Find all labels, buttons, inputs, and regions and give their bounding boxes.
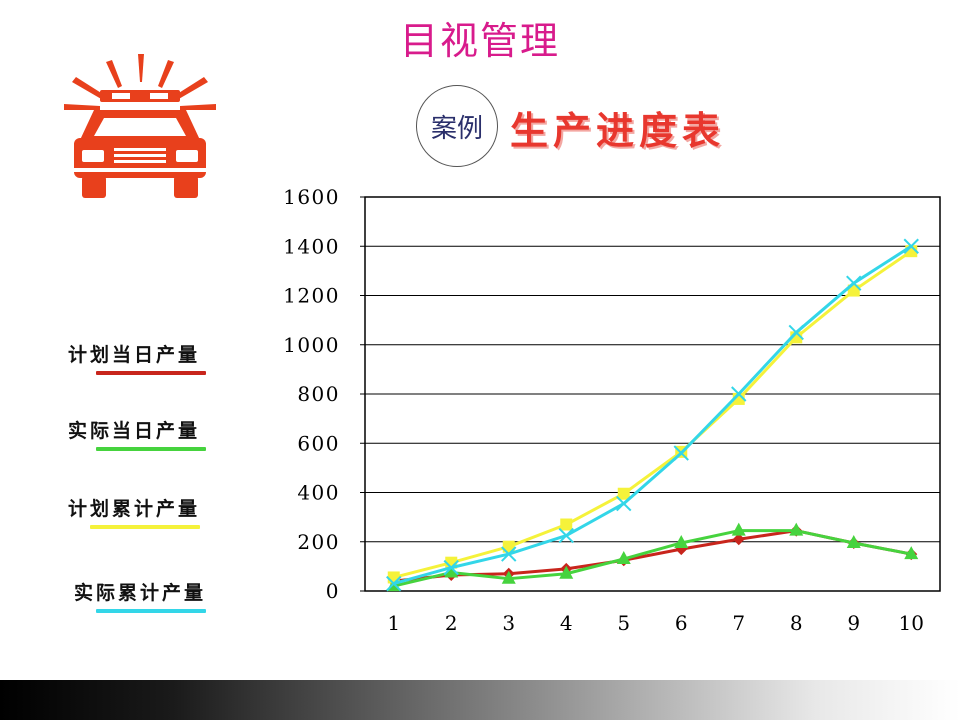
production-chart: 0 200 400 600 800 1000 1200 1400 1600 1 2 3 4 5 6 7 8 9 10 (283, 185, 941, 635)
data-point (617, 487, 630, 500)
case-badge: 案例 (416, 85, 498, 167)
data-point (558, 527, 574, 544)
x-tick-label: 7 (732, 611, 745, 635)
y-tick-label: 400 (297, 481, 340, 505)
x-tick-label: 4 (560, 611, 573, 635)
x-tick-label: 10 (899, 611, 924, 635)
data-point (501, 546, 517, 562)
series-line (393, 249, 913, 579)
data-point (788, 324, 804, 341)
y-tick-label: 1600 (283, 185, 340, 209)
y-tick-label: 1400 (283, 234, 340, 258)
data-point (903, 238, 919, 254)
legend-swatch (90, 525, 200, 529)
series-line (393, 244, 913, 586)
data-point (846, 534, 861, 548)
x-tick-label: 9 (847, 611, 860, 635)
legend-swatch (96, 371, 206, 375)
legend-label: 计划累计产量 (68, 498, 201, 520)
data-point (731, 386, 747, 402)
data-point (501, 570, 516, 584)
data-point (732, 533, 745, 546)
legend-item-plan-daily: 计划当日产量 (68, 340, 206, 375)
data-point (386, 575, 402, 592)
data-point (846, 275, 862, 291)
legend-label: 计划当日产量 (68, 344, 201, 366)
legend-item-actual-cumulative: 实际累计产量 (74, 578, 206, 613)
legend-label: 实际当日产量 (68, 420, 201, 442)
y-tick-label: 600 (297, 431, 340, 455)
legend-item-plan-cumulative: 计划累计产量 (68, 494, 200, 529)
data-point (674, 534, 689, 548)
y-tick-label: 1200 (283, 284, 340, 308)
data-point (616, 550, 631, 564)
data-point (905, 245, 918, 258)
x-tick-label: 5 (617, 611, 630, 635)
data-point (443, 559, 459, 576)
x-tick-label: 2 (445, 611, 458, 635)
series-line (393, 529, 912, 588)
data-point (560, 518, 573, 531)
legend-swatch (96, 447, 206, 451)
data-point (731, 522, 746, 536)
y-tick-label: 0 (326, 579, 340, 603)
page-title: 目视管理 (399, 19, 560, 63)
x-tick-label: 1 (387, 611, 400, 635)
footer-gradient-bar (0, 680, 960, 720)
police-car-icon (64, 54, 216, 198)
legend-swatch (96, 609, 206, 613)
data-point (673, 445, 689, 461)
y-tick-label: 200 (297, 530, 340, 554)
x-tick-label: 8 (790, 611, 803, 635)
legend-label: 实际累计产量 (74, 582, 207, 604)
data-point (904, 546, 919, 560)
y-tick-label: 1000 (283, 333, 340, 357)
data-point (616, 495, 632, 512)
x-tick-label: 6 (675, 611, 688, 635)
chart-subtitle: 生产进度表 (510, 108, 726, 153)
data-point (789, 522, 804, 536)
data-point (444, 564, 459, 578)
y-tick-label: 800 (297, 382, 340, 406)
x-tick-label: 3 (502, 611, 515, 635)
legend-item-actual-daily: 实际当日产量 (68, 416, 206, 451)
data-point (559, 565, 574, 579)
